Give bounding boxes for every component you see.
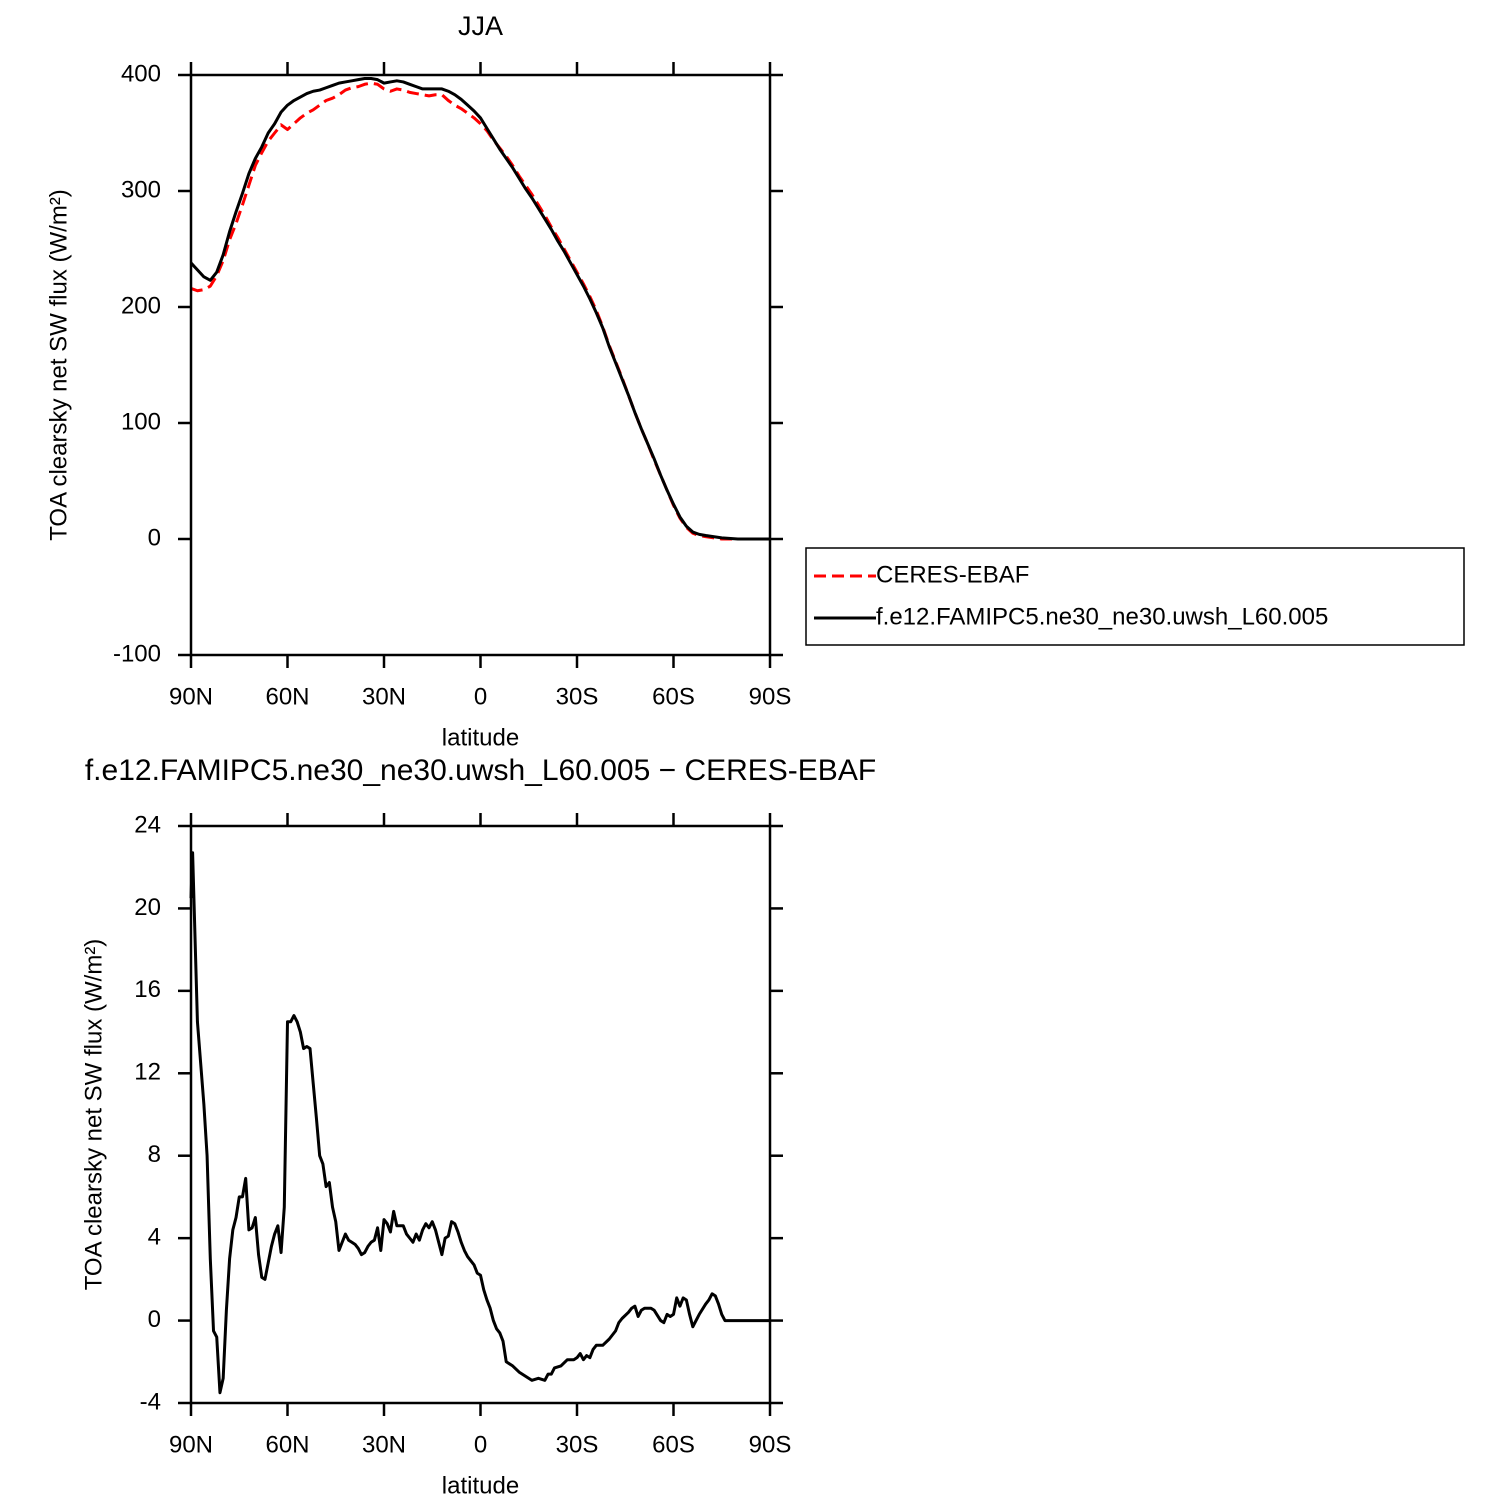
x-tick-label: 30S <box>556 683 599 710</box>
y-tick-label: 8 <box>148 1141 161 1168</box>
x-tick-label: 60N <box>265 1431 309 1458</box>
x-tick-label: 30N <box>362 1431 406 1458</box>
x-tick-label: 30N <box>362 683 406 710</box>
x-tick-label: 60N <box>265 683 309 710</box>
y-tick-label: 20 <box>134 894 161 921</box>
x-axis-label: latitude <box>442 724 519 751</box>
y-tick-label: 16 <box>134 976 161 1003</box>
y-tick-label: 0 <box>148 1306 161 1333</box>
x-tick-label: 90S <box>749 683 792 710</box>
y-axis-label: TOA clearsky net SW flux (W/m²) <box>45 189 72 541</box>
x-tick-label: 60S <box>652 1431 695 1458</box>
panel: f.e12.FAMIPC5.ne30_ne30.uwsh_L60.005 − C… <box>80 754 876 1499</box>
x-tick-label: 90N <box>169 1431 213 1458</box>
x-tick-label: 0 <box>474 683 487 710</box>
y-tick-label: 4 <box>148 1223 161 1250</box>
y-tick-label: -100 <box>113 640 161 667</box>
y-tick-label: 12 <box>134 1059 161 1086</box>
x-tick-label: 30S <box>556 1431 599 1458</box>
data-line <box>189 76 770 541</box>
chart-title: JJA <box>458 11 503 41</box>
plot-frame <box>189 824 772 1405</box>
y-tick-label: 200 <box>121 292 161 319</box>
x-tick-label: 90S <box>749 1431 792 1458</box>
x-tick-label: 0 <box>474 1431 487 1458</box>
chart-title: f.e12.FAMIPC5.ne30_ne30.uwsh_L60.005 − C… <box>85 754 876 787</box>
y-tick-label: 0 <box>148 524 161 551</box>
x-tick-label: 90N <box>169 683 213 710</box>
legend-label: f.e12.FAMIPC5.ne30_ne30.uwsh_L60.005 <box>876 603 1328 630</box>
x-tick-label: 60S <box>652 683 695 710</box>
data-line <box>190 81 770 541</box>
data-line <box>189 851 770 1395</box>
plot-frame <box>189 73 772 657</box>
y-tick-label: -4 <box>140 1388 161 1415</box>
y-tick-label: 400 <box>121 60 161 87</box>
y-tick-label: 100 <box>121 408 161 435</box>
legend-box <box>805 547 1465 646</box>
x-axis-label: latitude <box>442 1472 519 1499</box>
y-tick-label: 24 <box>134 811 161 838</box>
panel: JJA latitude TOA clearsky net SW flux (W/m… <box>45 11 1465 751</box>
y-axis-label: TOA clearsky net SW flux (W/m²) <box>80 939 107 1291</box>
legend-label: CERES-EBAF <box>876 561 1029 588</box>
y-tick-label: 300 <box>121 176 161 203</box>
